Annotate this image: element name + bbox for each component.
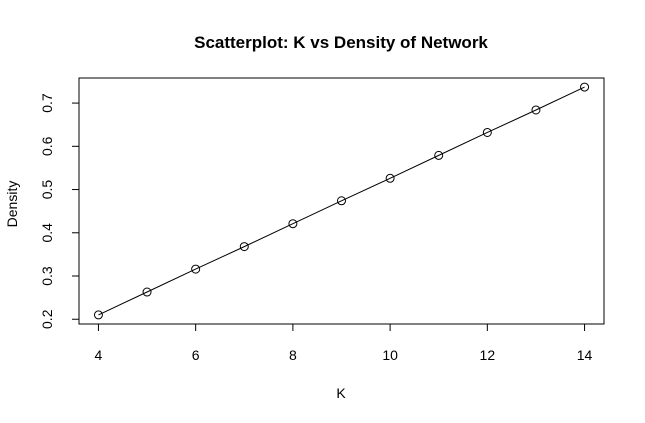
y-axis-label: Density — [4, 181, 20, 228]
y-tick-label: 0.5 — [39, 180, 55, 200]
data-point — [434, 150, 444, 160]
y-tick-label: 0.7 — [39, 93, 55, 113]
y-tick-label: 0.6 — [39, 136, 55, 156]
y-tick-label: 0.4 — [39, 223, 55, 243]
data-point — [191, 264, 201, 274]
x-tick-label: 12 — [480, 347, 496, 363]
data-point — [93, 310, 103, 320]
x-tick-label: 4 — [95, 347, 103, 363]
y-tick-label: 0.2 — [39, 309, 55, 329]
data-point — [142, 287, 152, 297]
data-point — [337, 196, 346, 206]
data-point — [288, 219, 298, 229]
data-point — [531, 105, 541, 115]
x-tick-label: 8 — [289, 347, 297, 363]
data-point — [239, 242, 249, 252]
x-tick-label: 10 — [382, 347, 398, 363]
y-tick-label: 0.3 — [39, 266, 55, 286]
y-axis: 0.2 0.3 0.4 0.5 0.6 0.7 — [39, 93, 80, 329]
x-tick-label: 14 — [577, 347, 593, 363]
series-line — [98, 86, 585, 316]
data-point — [385, 173, 395, 183]
data-point — [580, 82, 590, 92]
x-axis: 4 6 8 10 12 14 — [95, 323, 593, 363]
x-tick-label: 6 — [192, 347, 200, 363]
data-point — [482, 127, 492, 137]
x-axis-label: K — [336, 385, 346, 401]
chart-title: Scatterplot: K vs Density of Network — [194, 33, 488, 52]
plot-area — [93, 82, 590, 320]
